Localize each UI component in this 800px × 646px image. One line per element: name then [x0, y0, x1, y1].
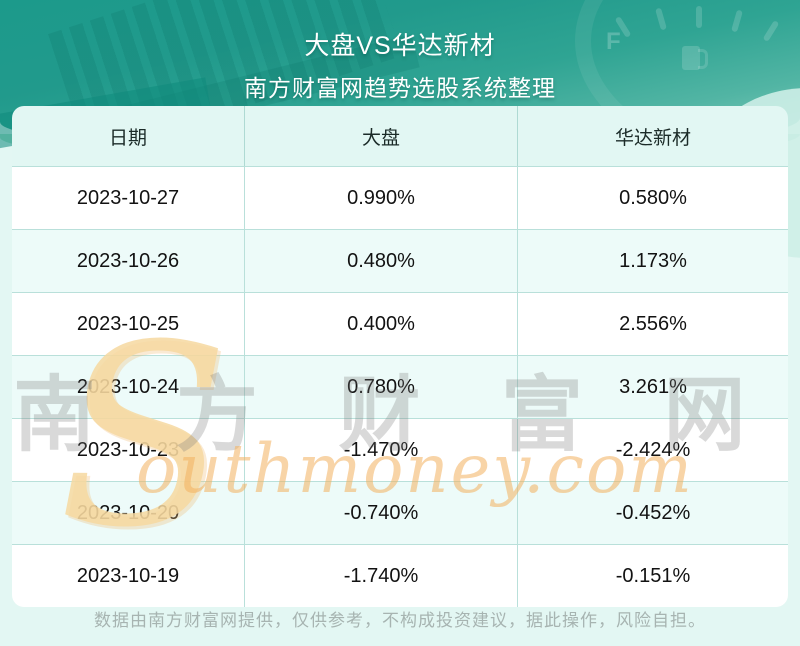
stock-cell: -2.424%: [517, 419, 788, 481]
table-header-row: 日期 大盘 华达新材: [12, 106, 788, 166]
page-subtitle: 南方财富网趋势选股系统整理: [244, 75, 556, 101]
market-cell: 0.400%: [244, 293, 517, 355]
header-titles: 大盘VS华达新材 南方财富网趋势选股系统整理: [0, 0, 800, 103]
stock-cell: 0.580%: [517, 167, 788, 229]
stock-cell: -0.151%: [517, 545, 788, 607]
stock-cell: 1.173%: [517, 230, 788, 292]
date-cell: 2023-10-19: [76, 564, 180, 587]
date-cell: 2023-10-27: [76, 186, 180, 209]
table-row: 2023-10-23 -1.470% -2.424%: [12, 418, 788, 481]
column-header-stock: 华达新材: [517, 106, 788, 166]
date-cell: 2023-10-25: [76, 312, 180, 335]
column-header-market: 大盘: [244, 106, 517, 166]
date-cell: 2023-10-23: [76, 438, 180, 461]
stock-cell: -0.452%: [517, 482, 788, 544]
table-row: 2023-10-24 0.780% 3.261%: [12, 355, 788, 418]
market-cell: 0.480%: [244, 230, 517, 292]
comparison-table: 日期 大盘 华达新材 2023-10-27 0.990% 0.580% 2023…: [12, 106, 788, 607]
page-title: 大盘VS华达新材: [304, 32, 496, 60]
fuel-pump-icon: [682, 46, 708, 70]
gauge-tick-icon: [696, 6, 702, 28]
market-cell: -1.740%: [244, 545, 517, 607]
table-row: 2023-10-20 -0.740% -0.452%: [12, 481, 788, 544]
market-cell: 0.780%: [244, 356, 517, 418]
table-row: 2023-10-19 -1.740% -0.151%: [12, 544, 788, 607]
market-cell: -1.470%: [244, 419, 517, 481]
gauge-full-letter-icon: F: [606, 28, 621, 55]
market-cell: 0.990%: [244, 167, 517, 229]
table-row: 2023-10-25 0.400% 2.556%: [12, 292, 788, 355]
stock-cell: 2.556%: [517, 293, 788, 355]
market-cell: -0.740%: [244, 482, 517, 544]
date-cell: 2023-10-26: [76, 249, 180, 272]
date-cell: 2023-10-20: [76, 501, 180, 524]
column-header-date: 日期: [108, 127, 147, 149]
stock-cell: 3.261%: [517, 356, 788, 418]
table-row: 2023-10-27 0.990% 0.580%: [12, 166, 788, 229]
date-cell: 2023-10-24: [76, 375, 180, 398]
table-row: 2023-10-26 0.480% 1.173%: [12, 229, 788, 292]
disclaimer-text: 数据由南方财富网提供，仅供参考，不构成投资建议，据此操作，风险自担。: [94, 611, 706, 630]
